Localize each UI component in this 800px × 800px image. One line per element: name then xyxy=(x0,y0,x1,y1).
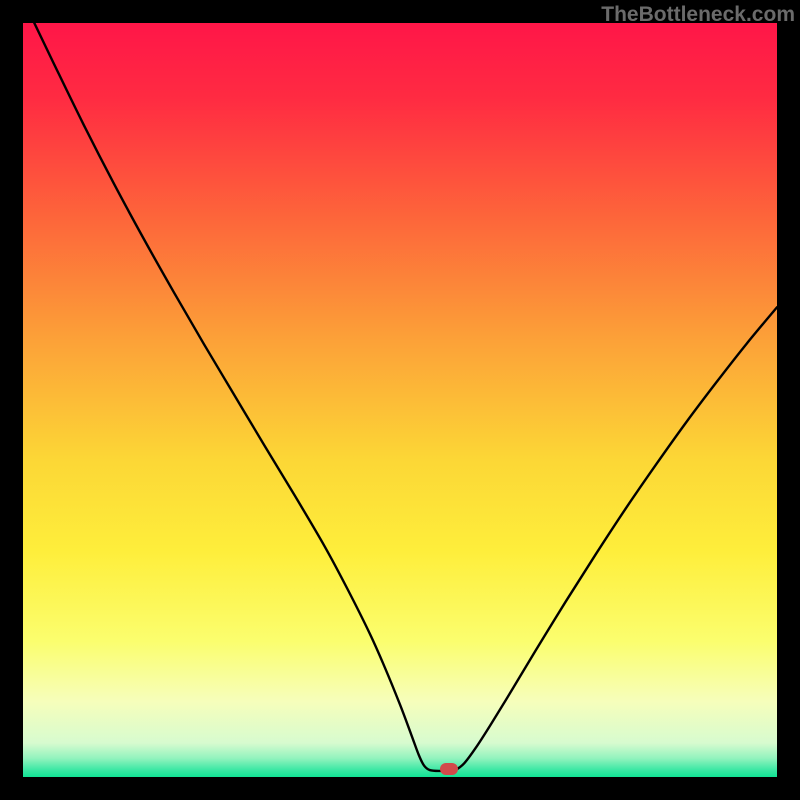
attribution-label: TheBottleneck.com xyxy=(601,3,795,27)
bottleneck-curve xyxy=(34,23,777,771)
plot-area xyxy=(23,23,777,777)
optimum-marker xyxy=(440,763,458,775)
curve-svg xyxy=(23,23,777,777)
